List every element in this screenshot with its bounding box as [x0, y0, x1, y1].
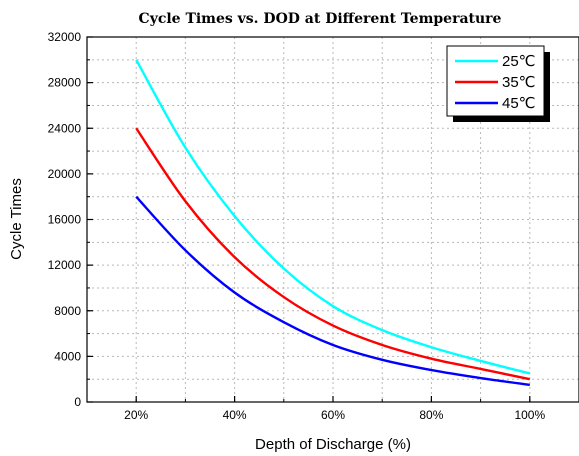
- series-line: [135, 127, 531, 381]
- y-axis: 0 4000 8000 12000 16000 20000 24000 28000 32000: [48, 30, 93, 409]
- series-line: [135, 59, 531, 375]
- y-tick-label: 0: [74, 395, 81, 409]
- series-layer: [135, 59, 531, 387]
- grid-layer: [87, 37, 579, 402]
- y-tick-label: 32000: [48, 30, 82, 44]
- y-tick-label: 24000: [48, 121, 82, 135]
- x-tick-label: 40%: [223, 408, 247, 422]
- y-tick-label: 16000: [48, 213, 82, 227]
- legend-label: 45℃: [502, 95, 536, 112]
- legend-label: 35℃: [502, 74, 536, 91]
- y-axis-label: Cycle Times: [8, 178, 25, 260]
- x-axis-label: Depth of Discharge (%): [255, 436, 411, 453]
- x-tick-label: 100%: [514, 408, 545, 422]
- legend-items: 25℃ 35℃ 45℃: [455, 53, 536, 112]
- legend-label: 25℃: [502, 53, 536, 70]
- y-tick-label: 8000: [54, 304, 81, 318]
- x-axis: 20% 40% 60% 80% 100%: [86, 396, 579, 422]
- y-tick-label: 28000: [48, 76, 82, 90]
- chart-title: Cycle Times vs. DOD at Different Tempera…: [139, 11, 502, 27]
- series-line: [135, 195, 530, 387]
- x-tick-label: 20%: [124, 408, 148, 422]
- legend: 25℃ 35℃ 45℃: [446, 45, 550, 122]
- y-tick-label: 4000: [54, 349, 81, 363]
- x-tick-label: 80%: [419, 408, 443, 422]
- x-tick-label: 60%: [321, 408, 345, 422]
- y-tick-label: 12000: [48, 258, 82, 272]
- y-tick-label: 20000: [48, 167, 82, 181]
